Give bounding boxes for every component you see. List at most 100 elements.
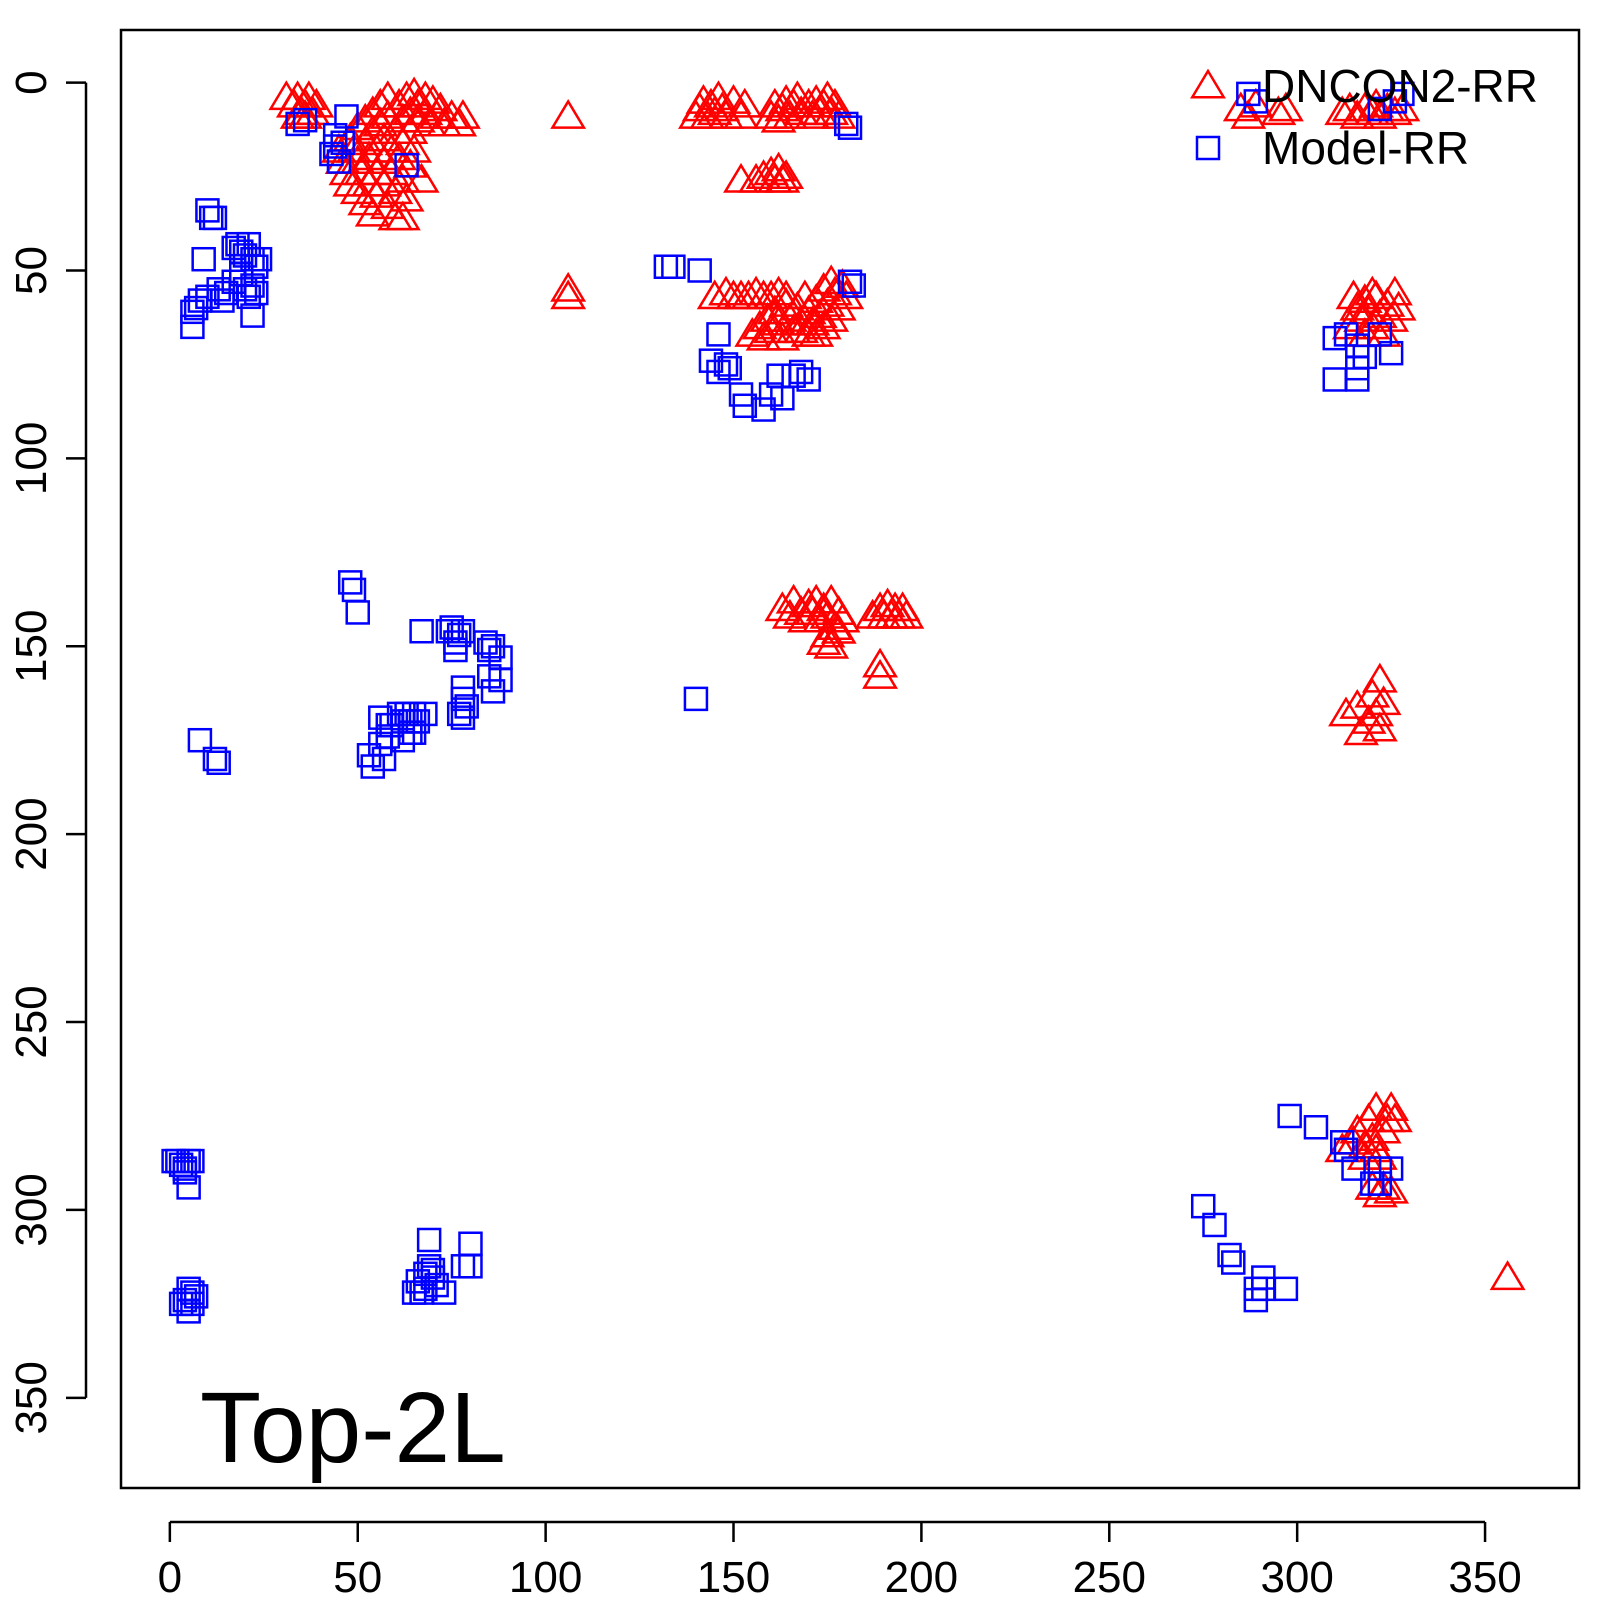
dncon2-rr-point (1361, 98, 1398, 129)
model-rr-point (687, 258, 712, 283)
dncon2-rr-point (768, 279, 805, 310)
dncon2-rr-point (783, 313, 820, 344)
model-rr-point (180, 314, 205, 340)
dncon2-rr-point (373, 132, 410, 163)
series-dncon2-rr (268, 76, 1526, 1291)
model-rr-point (195, 198, 220, 223)
x-tick-label: 150 (697, 1553, 770, 1600)
model-rr-point (661, 254, 686, 279)
dncon2-rr-point (1373, 1091, 1410, 1121)
dncon2-rr-point (700, 80, 737, 111)
dncon2-rr-point (1346, 91, 1383, 122)
dncon2-rr-point (745, 159, 782, 190)
y-tick-label: 50 (7, 246, 56, 295)
dncon2-rr-point (768, 83, 805, 114)
dncon2-rr-point (760, 151, 797, 182)
dncon2-rr-point (696, 95, 733, 126)
dncon2-rr-point (745, 320, 782, 351)
dncon2-rr-point (805, 309, 842, 340)
model-rr-point (446, 701, 472, 727)
dncon2-rr-point (768, 286, 805, 317)
dncon2-rr-point (550, 279, 587, 310)
x-tick-label: 350 (1448, 1553, 1521, 1600)
dncon2-rr-point (764, 162, 801, 193)
model-rr-point (172, 1160, 198, 1185)
dncon2-rr-point (756, 87, 793, 118)
model-rr-point (195, 284, 220, 310)
dncon2-rr-point (384, 200, 421, 231)
dncon2-rr-point (1339, 98, 1376, 129)
legend-triangle-icon (1190, 68, 1226, 99)
legend-label: Model-RR (1262, 122, 1469, 174)
model-rr-point (431, 1280, 457, 1305)
dncon2-rr-point (805, 625, 842, 656)
dncon2-rr-point (783, 95, 820, 126)
model-rr-point (488, 667, 513, 693)
dncon2-rr-point (764, 591, 801, 622)
dncon2-rr-point (1489, 1260, 1526, 1291)
dncon2-rr-point (862, 647, 899, 678)
dncon2-rr-point (798, 83, 835, 114)
y-tick-label: 350 (7, 1361, 56, 1434)
model-rr-point (356, 742, 382, 768)
model-rr-point (1341, 1156, 1366, 1181)
model-rr-point (202, 746, 228, 772)
model-rr-point (240, 273, 265, 298)
model-rr-point (176, 1175, 201, 1200)
dncon2-rr-point (760, 102, 797, 133)
dncon2-rr-point (407, 80, 444, 111)
model-rr-point (1202, 1212, 1227, 1238)
y-tick-label: 100 (7, 422, 56, 495)
dncon2-rr-point (362, 106, 399, 137)
model-rr-point (285, 111, 310, 137)
dncon2-rr-point (771, 598, 808, 629)
dncon2-rr-point (1358, 1132, 1395, 1163)
dncon2-rr-point (824, 602, 861, 633)
model-rr-point (1378, 340, 1404, 366)
dncon2-rr-point (1361, 711, 1398, 742)
model-rr-point (1273, 1276, 1299, 1302)
model-rr-point (409, 618, 434, 644)
dncon2-rr-point (749, 301, 786, 332)
chart-annotation: Top-2L (200, 1372, 506, 1484)
model-rr-point (450, 705, 476, 730)
model-rr-point (221, 269, 246, 295)
model-rr-point (443, 637, 468, 663)
x-tick-label: 250 (1073, 1553, 1146, 1600)
x-tick-label: 100 (509, 1553, 582, 1600)
model-rr-point (732, 393, 758, 419)
legend-item: DNCON2-RR (1190, 60, 1538, 112)
model-rr-point (796, 367, 821, 392)
plot-frame (119, 28, 1581, 1490)
model-rr-point (180, 1291, 205, 1317)
dncon2-rr-point (738, 275, 775, 306)
model-rr-point (717, 355, 743, 381)
model-rr-point (416, 1227, 442, 1253)
dncon2-rr-point (696, 279, 733, 310)
model-rr-point (1303, 1115, 1329, 1140)
dncon2-rr-point (403, 162, 440, 193)
dncon2-rr-point (1354, 275, 1391, 306)
dncon2-rr-point (771, 98, 808, 129)
dncon2-rr-point (708, 275, 744, 306)
dncon2-rr-point (1376, 1102, 1413, 1133)
model-rr-point (401, 720, 427, 745)
dncon2-rr-point (396, 132, 433, 163)
dncon2-rr-point (1365, 685, 1402, 716)
dncon2-rr-point (798, 316, 835, 347)
model-rr-point (713, 352, 739, 377)
model-rr-point (413, 1276, 438, 1302)
dncon2-rr-point (414, 83, 451, 114)
model-rr-point (1367, 96, 1393, 122)
model-rr-point (1221, 1250, 1246, 1275)
legend-square-icon (1195, 135, 1221, 161)
dncon2-rr-point (869, 587, 906, 618)
dncon2-rr-point (1354, 1121, 1391, 1152)
dncon2-rr-point (550, 271, 587, 302)
dncon2-rr-point (1365, 1113, 1402, 1144)
model-rr-point (187, 727, 213, 753)
model-rr-point (706, 322, 731, 347)
model-rr-point (1333, 1137, 1359, 1163)
model-rr-point (833, 111, 859, 137)
